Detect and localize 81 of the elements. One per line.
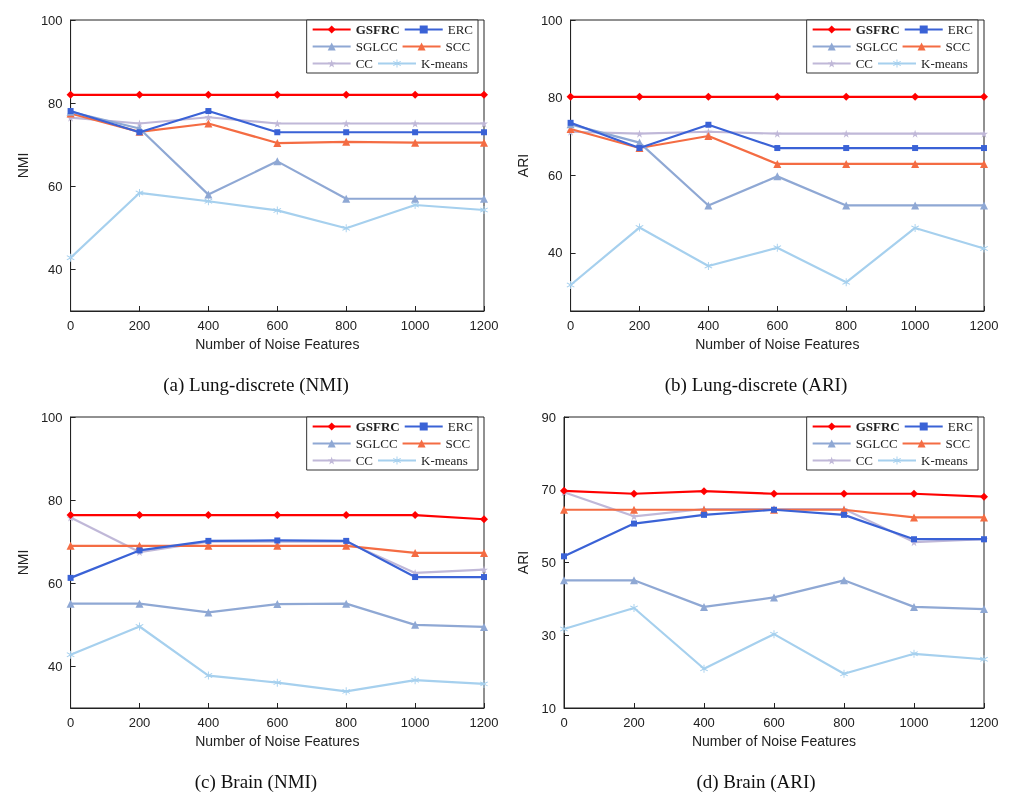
- y-tick-label: 100: [40, 12, 63, 28]
- y-tick-label: 80: [48, 95, 63, 111]
- legend-label: ERC: [447, 419, 474, 434]
- legend-label: ERC: [947, 22, 974, 37]
- x-tick-label: 600: [266, 715, 289, 730]
- x-tick-label: 400: [693, 715, 715, 730]
- legend-label: SGLCC: [355, 39, 398, 54]
- x-tick-label: 800: [335, 318, 358, 333]
- legend-label: CC: [355, 453, 373, 468]
- x-tick-label: 400: [697, 318, 720, 333]
- legend-label: GSFRC: [855, 22, 900, 37]
- legend-label: K-means: [921, 56, 968, 71]
- legend-label: ERC: [447, 22, 474, 37]
- y-tick-label: 100: [40, 409, 63, 425]
- legend-label: SCC: [445, 436, 471, 451]
- legend-label: SGLCC: [855, 436, 898, 451]
- legend-label: K-means: [421, 56, 468, 71]
- x-tick-label: 1200: [469, 318, 499, 333]
- x-tick-label: 1200: [969, 318, 999, 333]
- legend-label: GSFRC: [355, 419, 400, 434]
- y-axis-title: NMI: [15, 549, 31, 576]
- x-tick-label: 400: [197, 715, 220, 730]
- x-tick-label: 800: [835, 318, 858, 333]
- text: (c) Brain (NMI): [194, 771, 318, 793]
- legend-label: SGLCC: [855, 39, 898, 54]
- x-tick-label: 1200: [469, 715, 499, 730]
- x-tick-label: 1000: [400, 715, 430, 730]
- legend-label: SCC: [445, 39, 471, 54]
- x-tick-label: 600: [766, 318, 789, 333]
- x-tick-label: 400: [197, 318, 220, 333]
- legend-label: CC: [855, 56, 873, 71]
- y-axis-title: NMI: [15, 152, 31, 179]
- x-tick-label: 1000: [900, 318, 930, 333]
- y-tick-label: 80: [48, 492, 63, 508]
- legend-label: K-means: [921, 453, 968, 468]
- text: (d) Brain (ARI): [696, 771, 816, 793]
- y-tick-label: 100: [540, 12, 563, 28]
- x-tick-label: 1000: [400, 318, 430, 333]
- x-tick-label: 200: [128, 715, 151, 730]
- x-tick-label: 0: [560, 715, 568, 730]
- y-tick-label: 30: [541, 627, 556, 643]
- text: (a) Lung-discrete (NMI): [163, 374, 349, 396]
- y-tick-label: 60: [48, 575, 63, 591]
- x-axis-title: Number of Noise Features: [195, 336, 360, 352]
- y-tick-label: 90: [541, 409, 556, 425]
- y-tick-label: 10: [541, 700, 556, 716]
- x-tick-label: 1000: [899, 715, 929, 730]
- x-tick-label: 0: [566, 318, 575, 333]
- x-tick-label: 600: [266, 318, 289, 333]
- legend-label: ERC: [947, 419, 974, 434]
- y-axis-title: ARI: [515, 153, 531, 178]
- legend-label: CC: [855, 453, 873, 468]
- x-tick-label: 800: [335, 715, 358, 730]
- x-tick-label: 800: [833, 715, 855, 730]
- y-tick-label: 40: [48, 261, 63, 277]
- x-axis-title: Number of Noise Features: [691, 733, 857, 749]
- x-axis-title: Number of Noise Features: [195, 733, 360, 749]
- legend-label: SGLCC: [355, 436, 398, 451]
- y-tick-label: 70: [541, 482, 556, 498]
- legend-label: SCC: [945, 39, 971, 54]
- y-tick-label: 60: [548, 167, 563, 183]
- legend-label: SCC: [945, 436, 971, 451]
- legend-label: GSFRC: [855, 419, 900, 434]
- x-tick-label: 200: [623, 715, 645, 730]
- legend-label: GSFRC: [355, 22, 400, 37]
- y-tick-label: 50: [541, 555, 556, 570]
- x-tick-label: 0: [66, 715, 75, 730]
- y-tick-label: 40: [48, 658, 63, 674]
- x-tick-label: 0: [66, 318, 75, 333]
- x-axis-title: Number of Noise Features: [695, 336, 860, 352]
- text: (b) Lung-discrete (ARI): [664, 374, 848, 396]
- y-tick-label: 40: [548, 245, 563, 261]
- legend-label: K-means: [421, 453, 468, 468]
- y-tick-label: 80: [548, 90, 563, 106]
- legend-label: CC: [355, 56, 373, 71]
- x-tick-label: 200: [628, 318, 651, 333]
- y-tick-label: 60: [48, 178, 63, 194]
- y-axis-title: ARI: [515, 550, 531, 575]
- x-tick-label: 200: [128, 318, 151, 333]
- x-tick-label: 1200: [969, 715, 999, 730]
- x-tick-label: 600: [763, 715, 785, 730]
